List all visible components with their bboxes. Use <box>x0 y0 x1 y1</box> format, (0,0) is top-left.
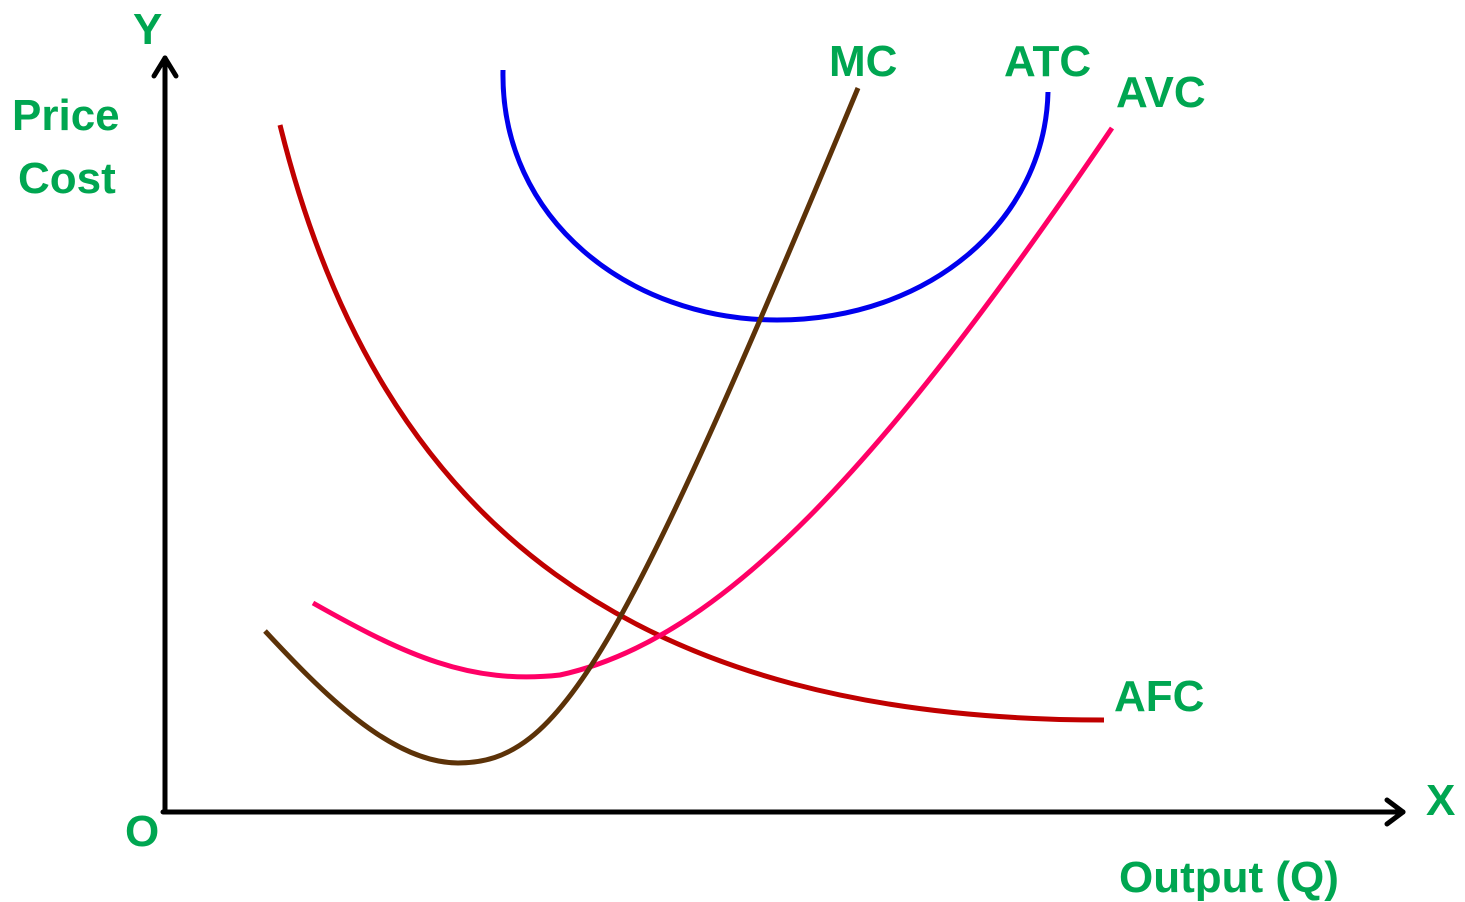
x-title-output: Output (Q) <box>1119 853 1339 902</box>
afc-curve <box>277 124 1105 723</box>
axes <box>151 55 1406 827</box>
atc-label: ATC <box>1004 37 1091 86</box>
y-title-price: Price <box>12 91 120 140</box>
mc-curve <box>263 87 861 766</box>
avc-label: AVC <box>1116 68 1206 117</box>
mc-label: MC <box>829 37 897 86</box>
y-axis-label: Y <box>133 5 162 54</box>
y-axis-arrow-icon <box>151 55 179 79</box>
x-axis-arrow-icon <box>1384 797 1406 827</box>
atc-curve <box>500 69 1051 323</box>
origin-label: O <box>125 807 159 856</box>
afc-label: AFC <box>1114 672 1204 721</box>
avc-curve <box>311 126 1115 680</box>
y-title-cost: Cost <box>18 154 116 203</box>
x-axis-label: X <box>1426 776 1455 825</box>
